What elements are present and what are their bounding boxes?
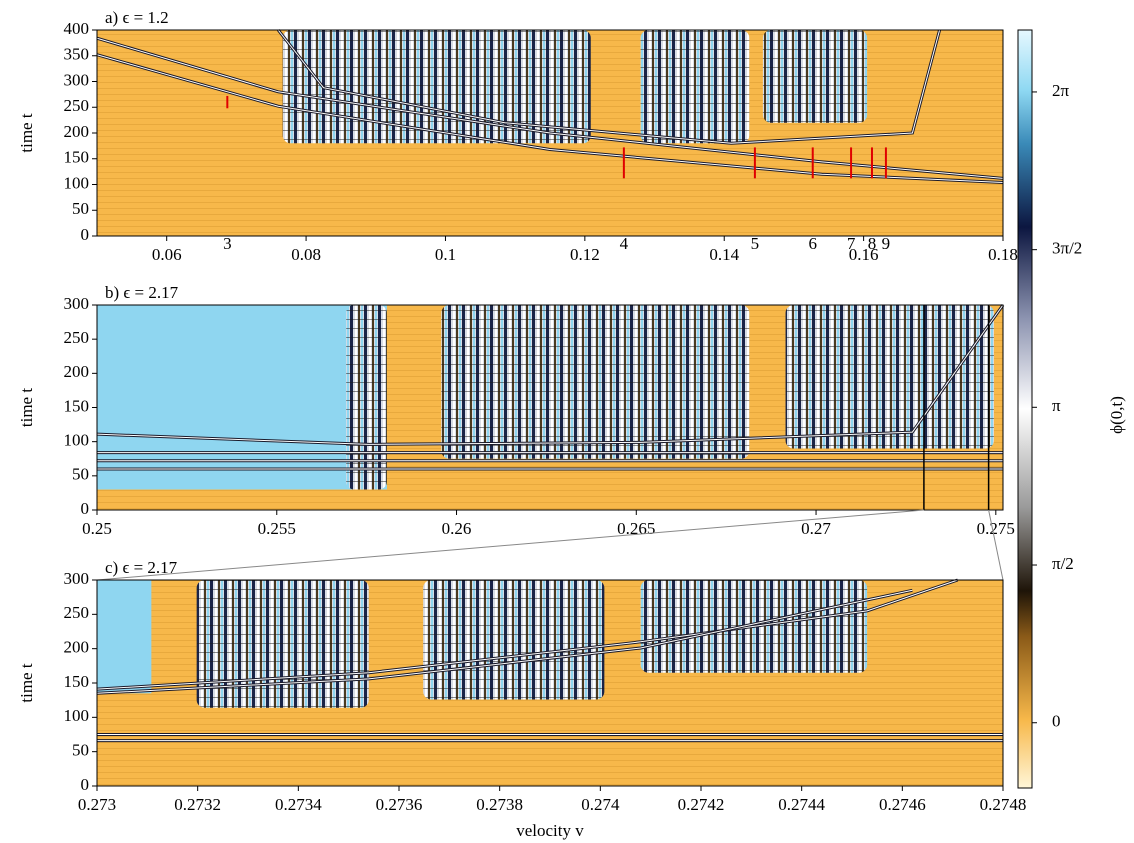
y-tick-label: 100 (64, 431, 90, 450)
colorbar-label: ϕ(0,t) (1107, 396, 1126, 434)
heatmap-region (196, 580, 369, 708)
x-tick-label: 0.274 (581, 795, 620, 814)
heatmap-region (423, 580, 605, 700)
y-tick-label: 150 (64, 672, 90, 691)
x-tick-label: 0.18 (988, 245, 1018, 264)
y-tick-label: 350 (64, 45, 90, 64)
y-tick-label: 100 (64, 173, 90, 192)
heatmap-region (441, 305, 750, 459)
x-tick-label: 0.273 (78, 795, 116, 814)
heatmap-band (96, 54, 1004, 183)
x-axis-label: velocity v (516, 821, 584, 840)
panel-title: b) ϵ = 2.17 (105, 283, 179, 302)
heatmap-band (277, 29, 941, 144)
y-tick-label: 300 (64, 70, 90, 89)
marker-label: 8 (868, 234, 877, 253)
y-tick-label: 50 (72, 199, 89, 218)
colorbar-tick-label: π (1052, 396, 1061, 415)
zoom-connector (988, 509, 1004, 581)
y-tick-label: 200 (64, 122, 90, 141)
x-tick-label: 0.25 (82, 519, 112, 538)
y-tick-label: 150 (64, 148, 90, 167)
heatmap-region (640, 30, 750, 144)
x-tick-label: 0.2738 (476, 795, 523, 814)
heatmap-band (96, 589, 913, 694)
y-tick-label: 0 (81, 775, 90, 794)
colorbar-scale (1017, 29, 1033, 789)
y-tick-label: 200 (64, 362, 90, 381)
x-tick-label: 0.12 (570, 245, 600, 264)
heatmap-region (762, 30, 868, 123)
marker-label: 7 (847, 234, 856, 253)
y-axis-label: time t (17, 663, 36, 702)
y-tick-label: 100 (64, 706, 90, 725)
heatmap-region (282, 30, 591, 144)
y-tick-label: 200 (64, 638, 90, 657)
x-tick-label: 0.2736 (376, 795, 423, 814)
y-axis-label: time t (17, 388, 36, 427)
heatmap-band (96, 579, 958, 690)
heatmap-region (97, 580, 152, 694)
colorbar-tick-label: 3π/2 (1052, 239, 1082, 258)
zoom-connector (96, 509, 924, 581)
x-tick-label: 0.275 (977, 519, 1015, 538)
panel-title: c) ϵ = 2.17 (105, 558, 178, 577)
x-tick-label: 0.255 (258, 519, 296, 538)
y-tick-label: 300 (64, 294, 90, 313)
x-tick-label: 0.1 (435, 245, 456, 264)
x-tick-label: 0.2746 (879, 795, 926, 814)
panel-title: a) ϵ = 1.2 (105, 8, 169, 27)
panel: 0 50 100 150 200 250 300 0.273 0.2732 0.2734 0.273… (17, 558, 1026, 840)
x-tick-label: 0.06 (152, 245, 182, 264)
marker-label: 5 (751, 234, 760, 253)
colorbar: 0 π/2 π 3π/2 2π ϕ(0,t) (1017, 29, 1126, 789)
y-tick-label: 150 (64, 396, 90, 415)
y-axis-label: time t (17, 113, 36, 152)
x-tick-label: 0.2748 (980, 795, 1027, 814)
colorbar-tick-label: 0 (1052, 712, 1061, 731)
panel: 0 50 100 150 200 250 300 350 400 0.06 0.08 0.1 0.12 0… (17, 8, 1018, 264)
x-tick-label: 0.27 (801, 519, 831, 538)
x-tick-label: 0.2732 (174, 795, 221, 814)
heatmap-band (96, 37, 1004, 179)
y-tick-label: 250 (64, 328, 90, 347)
heatmap-region (97, 305, 387, 490)
y-tick-label: 250 (64, 603, 90, 622)
heatmap-band (96, 304, 1004, 445)
y-tick-label: 0 (81, 499, 90, 518)
marker-label: 3 (223, 234, 232, 253)
heatmap-region (785, 305, 994, 449)
y-tick-label: 300 (64, 569, 90, 588)
x-tick-label: 0.26 (442, 519, 472, 538)
marker-label: 9 (882, 234, 891, 253)
x-tick-label: 0.2734 (275, 795, 322, 814)
y-tick-label: 400 (64, 19, 90, 38)
y-tick-label: 50 (72, 465, 89, 484)
y-tick-label: 250 (64, 96, 90, 115)
x-tick-label: 0.14 (709, 245, 739, 264)
x-tick-label: 0.2742 (678, 795, 725, 814)
y-tick-label: 0 (81, 225, 90, 244)
x-tick-label: 0.08 (291, 245, 321, 264)
marker-label: 4 (620, 234, 629, 253)
colorbar-tick-label: π/2 (1052, 554, 1074, 573)
x-tick-label: 0.2744 (778, 795, 825, 814)
marker-label: 6 (808, 234, 817, 253)
x-tick-label: 0.16 (849, 245, 879, 264)
colorbar-tick-label: 2π (1052, 81, 1070, 100)
y-tick-label: 50 (72, 741, 89, 760)
